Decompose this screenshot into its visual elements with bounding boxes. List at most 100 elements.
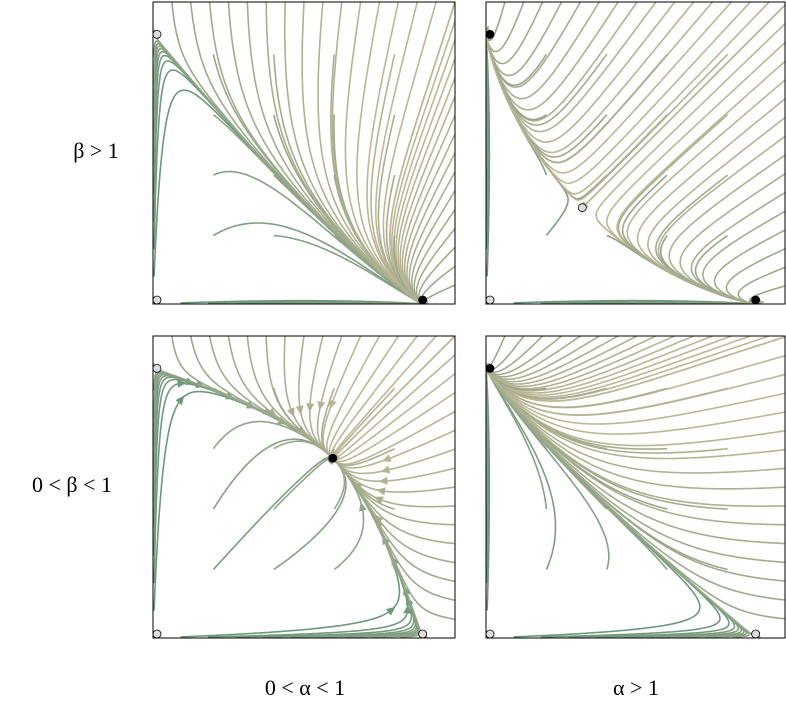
streamline [401,114,455,304]
streamline [212,456,334,571]
streamline [582,3,785,208]
streamline [356,2,426,304]
streamline [332,429,455,469]
streamline [331,2,426,304]
panel-frame [485,1,786,305]
streamline [486,365,557,570]
column-label: 0 < α < 1 [265,675,345,700]
streamline [190,2,427,304]
streamline [153,363,334,461]
streamline [399,96,455,304]
unstable-point [152,363,162,373]
streamline [486,336,600,380]
streamline [486,2,751,185]
panel-frame [152,1,456,305]
stable-point [751,295,761,305]
unstable-point [152,629,162,639]
arrowhead [385,606,396,616]
streamline [486,366,728,571]
streamline [213,222,427,304]
streamline [273,456,334,510]
stable-point [485,29,495,39]
streamline [415,227,455,304]
streamline [309,336,333,459]
arrowhead [380,465,391,474]
streamline [212,438,334,510]
streamline [227,2,426,304]
streamline [486,365,728,510]
column-label: α > 1 [613,675,659,700]
arrowhead [296,425,306,435]
streamline [486,336,770,400]
streamline [486,365,785,435]
streamline [486,364,785,474]
arrowhead [286,407,295,418]
streamline [246,2,426,304]
streamline [486,336,785,402]
streamline [486,2,770,195]
arrowhead [376,487,386,496]
streamline [366,2,426,304]
arrowhead [267,407,277,417]
phase-portrait [153,336,455,638]
streamline [153,89,426,304]
streamline [320,388,335,460]
arrowhead [381,454,392,462]
streamline [322,336,362,459]
streamline [207,458,409,638]
streamline [657,135,785,304]
streamline [486,2,657,133]
unstable-point [577,203,587,213]
unstable-point [751,629,761,639]
streamline [284,2,426,304]
streamline [486,32,608,158]
streamline [332,391,455,463]
streamline [486,366,785,490]
streamline [316,336,343,459]
streamline [621,174,761,304]
streamline [330,54,426,304]
arrowhead [175,395,185,406]
unstable-point [152,295,162,305]
arrowhead [374,514,384,524]
streamline [393,39,455,304]
unstable-point [152,29,162,39]
panel-frame [152,335,456,639]
streamline [486,2,525,53]
arrowhead [277,416,287,425]
streamline [486,365,785,460]
streamline [328,336,400,459]
streamline [486,32,729,201]
streamline [332,458,455,482]
streamline [180,458,401,638]
streamline [397,77,455,304]
streamline [636,97,785,304]
streamline [486,365,701,638]
streamline [391,20,455,304]
arrowhead [403,604,412,614]
streamline [395,58,455,304]
streamline [212,54,425,304]
streamline [486,364,728,454]
arrowhead [373,496,384,505]
unstable-point [418,629,428,639]
stable-point [418,295,428,305]
streamline [332,336,455,459]
phase-portrait [486,2,785,304]
streamline [411,190,455,304]
phase-portrait [153,2,455,304]
streamline [382,2,437,304]
streamline [486,2,619,111]
streamline [153,382,333,584]
streamline [616,60,785,304]
streamline [375,2,426,304]
arrowhead [329,399,337,410]
unstable-point [485,295,495,305]
streamline [486,2,732,174]
arrowhead [378,476,388,485]
streamline [486,2,676,143]
unstable-point [485,629,495,639]
streamline [486,365,785,507]
streamline [486,2,714,164]
streamline [486,365,668,510]
